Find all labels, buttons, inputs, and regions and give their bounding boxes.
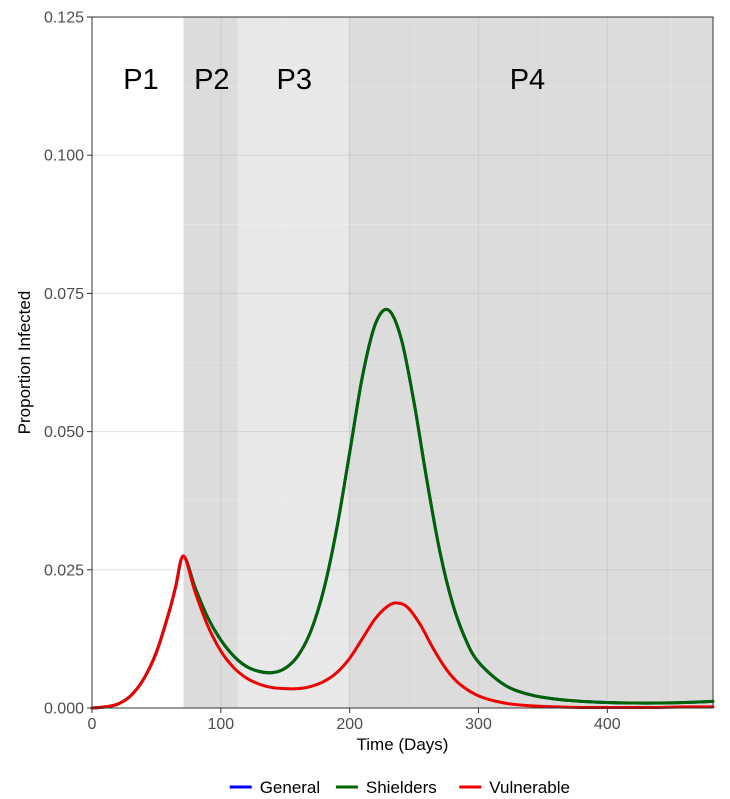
- y-tick-label: 0.125: [44, 10, 84, 27]
- y-tick-label: 0.050: [44, 424, 84, 441]
- x-tick-label: 0: [88, 716, 97, 733]
- y-tick-label: 0.100: [44, 148, 84, 165]
- y-tick-label: 0.025: [44, 562, 84, 579]
- legend-label-shielders: Shielders: [366, 778, 437, 797]
- series-line-vulnerable: [90, 554, 715, 710]
- phase-band-p3: [237, 17, 349, 708]
- x-tick-label: 200: [336, 716, 363, 733]
- y-tick-label: 0.075: [44, 286, 84, 303]
- x-tick-label: 400: [594, 716, 621, 733]
- x-axis-title: Time (Days): [357, 735, 449, 754]
- phase-label-p4: P4: [510, 64, 545, 96]
- phase-label-p2: P2: [194, 64, 229, 96]
- x-tick-label: 300: [465, 716, 492, 733]
- x-tick-label: 100: [207, 716, 234, 733]
- y-tick-label: 0.000: [44, 701, 84, 718]
- phase-band-p2: [183, 17, 238, 708]
- legend: General Shielders Vulnerable: [229, 778, 570, 797]
- legend-label-vulnerable: Vulnerable: [489, 778, 570, 797]
- phase-label-p3: P3: [277, 64, 312, 96]
- phase-band-p4: [348, 17, 713, 708]
- legend-label-general: General: [260, 778, 320, 797]
- phase-label-p1: P1: [123, 64, 158, 96]
- y-axis-title: Proportion Infected: [15, 291, 34, 435]
- phase-band-p1: [92, 17, 184, 708]
- plot-border: [91, 16, 714, 709]
